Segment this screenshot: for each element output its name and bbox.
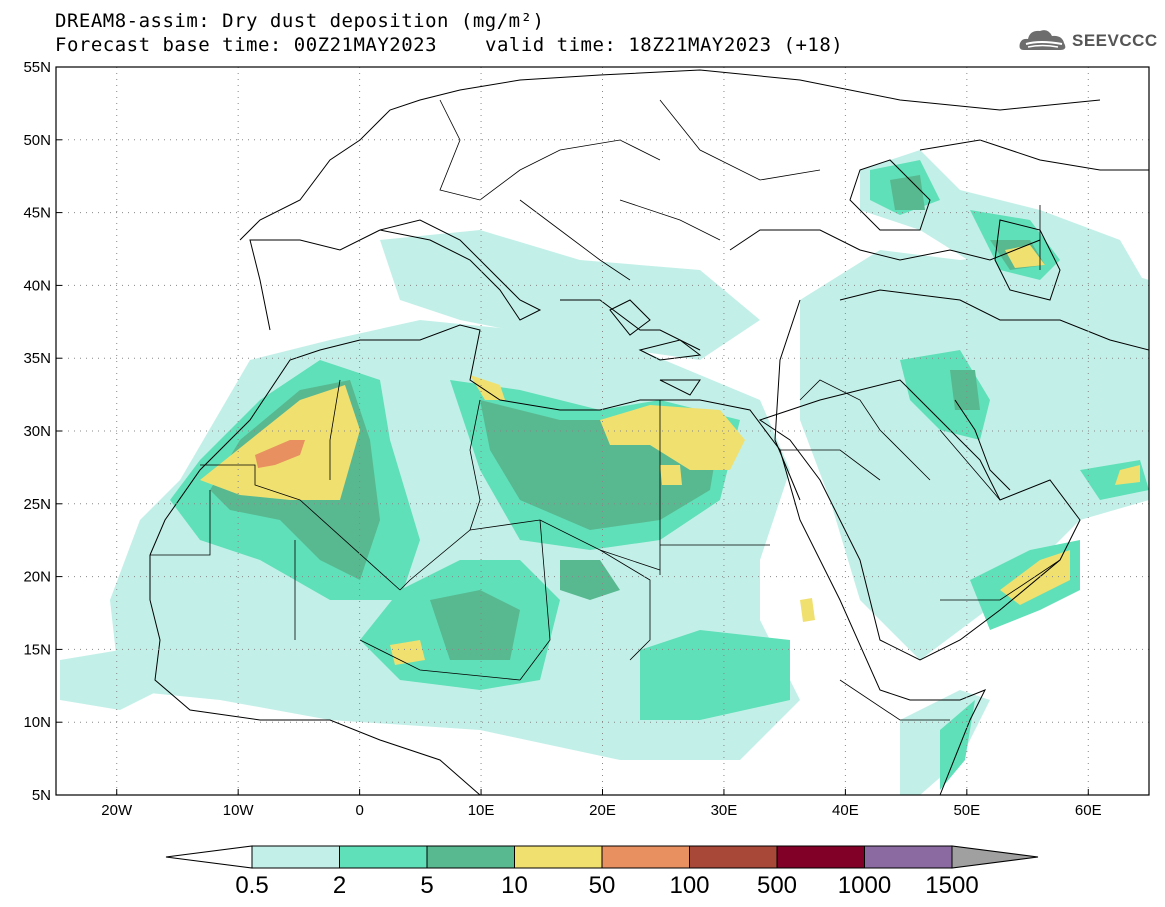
logo-text: SEEVCCC: [1072, 31, 1158, 50]
dust-field-level-4: [200, 245, 1140, 665]
colorbar-label: 1500: [925, 872, 979, 899]
lon-tick-label: 50E: [953, 802, 980, 819]
lon-tick-label: 20E: [589, 802, 616, 819]
colorbar-label: 0.5: [235, 872, 269, 899]
colorbar-segment: [864, 845, 953, 869]
colorbar-segment: [776, 845, 865, 869]
lon-tick-label: 10W: [223, 802, 255, 819]
colorbar-segment: [426, 845, 515, 869]
lat-tick-label: 25N: [23, 496, 51, 513]
lon-tick-label: 10E: [468, 802, 495, 819]
valid-time: valid time: 18Z21MAY2023 (+18): [485, 34, 844, 56]
lat-tick-label: 15N: [23, 641, 51, 658]
map-title: DREAM8-assim: Dry dust deposition (mg/m²…: [55, 10, 545, 32]
map-axis-ticks: 55N 50N 45N 40N 35N 30N 25N 20N 15N 10N 5N 20W 10W 0 1…: [23, 59, 1101, 819]
lat-tick-label: 50N: [23, 132, 51, 149]
forecast-base-time: Forecast base time: 00Z21MAY2023: [55, 34, 438, 56]
lat-tick-label: 30N: [23, 423, 51, 440]
cloud-logo-icon: [1019, 30, 1066, 50]
colorbar: [165, 845, 1039, 869]
lon-tick-label: 0: [355, 802, 363, 819]
map-gridlines: [56, 67, 1149, 795]
dust-field-level-5: [255, 440, 305, 468]
colorbar-label: 50: [588, 872, 616, 899]
colorbar-label: 2: [332, 872, 347, 899]
lat-tick-label: 40N: [23, 277, 51, 294]
lat-tick-label: 35N: [23, 350, 51, 367]
lon-tick-label: 30E: [711, 802, 738, 819]
colorbar-label: 100: [669, 872, 710, 899]
lat-tick-label: 10N: [23, 714, 51, 731]
colorbar-label: 1000: [837, 872, 892, 899]
map-plot-area: [56, 67, 1149, 795]
lon-tick-label: 40E: [832, 802, 859, 819]
lat-tick-label: 20N: [23, 569, 51, 586]
seevccc-logo: SEEVCCC: [1018, 26, 1158, 56]
colorbar-segment: [339, 845, 428, 869]
colorbar-segment: [514, 845, 603, 869]
lon-tick-label: 60E: [1075, 802, 1102, 819]
lat-tick-label: 45N: [23, 205, 51, 222]
map-subtitle: Forecast base time: 00Z21MAY2023 valid ti…: [55, 34, 843, 56]
country-borders: [150, 99, 1061, 721]
colorbar-label: 5: [420, 872, 434, 899]
colorbar-high-arrow: [951, 845, 1039, 869]
colorbar-low-arrow: [165, 845, 253, 869]
lat-tick-label: 5N: [32, 787, 51, 804]
colorbar-segment: [601, 845, 690, 869]
lat-tick-label: 55N: [23, 59, 51, 76]
colorbar-segment: [689, 845, 778, 869]
colorbar-segment: [251, 845, 340, 869]
lon-tick-label: 20W: [101, 802, 133, 819]
coastlines-and-borders: [149, 69, 1149, 795]
colorbar-label: 500: [756, 872, 798, 899]
colorbar-label: 10: [501, 872, 528, 899]
